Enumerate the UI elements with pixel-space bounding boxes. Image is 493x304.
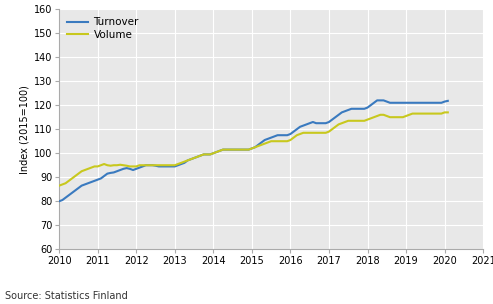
Turnover (445, 99, 451, 103)
Volume (445, 111, 451, 114)
Legend: Turnover, Volume: Turnover, Volume (65, 14, 142, 43)
Turnover (374, 98, 380, 102)
Turnover (56, 199, 62, 203)
Text: Source: Statistics Finland: Source: Statistics Finland (5, 291, 128, 301)
Turnover (419, 101, 425, 105)
Volume (268, 140, 274, 143)
Turnover (268, 136, 274, 140)
Volume (416, 112, 422, 116)
Y-axis label: Index (2015=100): Index (2015=100) (20, 85, 30, 174)
Line: Volume: Volume (59, 112, 448, 186)
Volume (181, 160, 187, 164)
Volume (304, 131, 310, 135)
Turnover (181, 161, 187, 165)
Turnover (146, 164, 152, 167)
Volume (442, 111, 448, 114)
Turnover (304, 123, 310, 126)
Turnover (435, 101, 441, 105)
Volume (56, 184, 62, 188)
Volume (146, 164, 152, 167)
Volume (432, 112, 438, 116)
Line: Turnover: Turnover (59, 100, 448, 201)
